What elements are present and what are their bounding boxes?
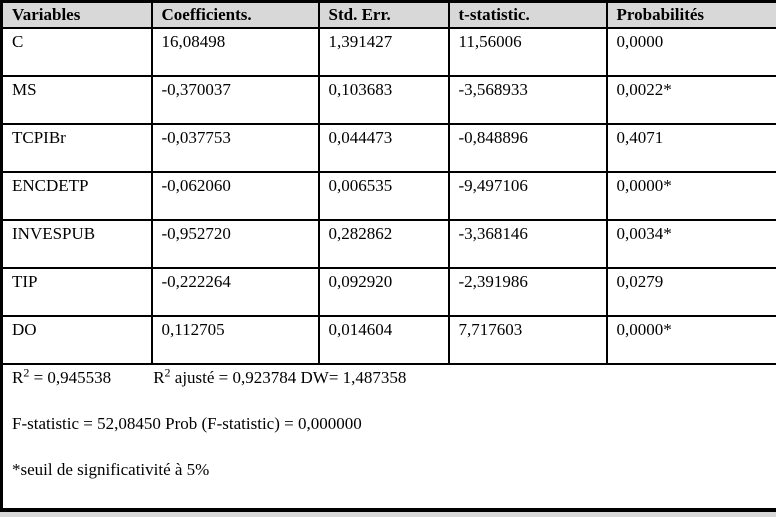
table-row-tip: TIP -0,222264 0,092920 -2,391986 0,0279 (0, 266, 776, 317)
cell-std-err: 1,391427 (317, 26, 450, 77)
cell-variable: MS (0, 74, 153, 125)
cell-t-statistic: -2,391986 (447, 266, 608, 317)
cell-variable: TIP (0, 266, 153, 317)
r-squared-line: R2 = 0,945538 R2 ajusté = 0,923784 DW= 1,… (12, 364, 772, 388)
cell-t-statistic: -9,497106 (447, 170, 608, 221)
cell-variable: ENCDETP (0, 170, 153, 221)
cell-std-err: 0,282862 (317, 218, 450, 269)
cell-t-statistic: -0,848896 (447, 122, 608, 173)
summary-cell: R2 = 0,945538 R2 ajusté = 0,923784 DW= 1,… (0, 362, 776, 511)
cell-probability: 0,4071 (605, 122, 776, 173)
cell-coefficient: 0,112705 (150, 314, 320, 365)
r-squared-adjusted-value: ajusté = 0,923784 DW= 1,487358 (170, 367, 407, 387)
cell-std-err: 0,103683 (317, 74, 450, 125)
cell-probability: 0,0000* (605, 170, 776, 221)
cell-coefficient: 16,08498 (150, 26, 320, 77)
cell-coefficient: -0,222264 (150, 266, 320, 317)
cell-variable: TCPIBr (0, 122, 153, 173)
cell-variable: INVESPUB (0, 218, 153, 269)
col-header-variables: Variables (0, 0, 153, 29)
r-squared-adjusted-exponent: 2 (164, 364, 171, 379)
col-header-std-err: Std. Err. (317, 0, 450, 29)
cell-std-err: 0,092920 (317, 266, 450, 317)
cell-coefficient: -0,370037 (150, 74, 320, 125)
cell-probability: 0,0022* (605, 74, 776, 125)
col-header-probabilities: Probabilités (605, 0, 776, 29)
cell-coefficient: -0,062060 (150, 170, 320, 221)
table-row-invespub: INVESPUB -0,952720 0,282862 -3,368146 0,… (0, 218, 776, 269)
table-row-tcpibr: TCPIBr -0,037753 0,044473 -0,848896 0,40… (0, 122, 776, 173)
r-squared-value: = 0,945538 (29, 367, 112, 387)
header-row: Variables Coefficients. Std. Err. t-stat… (0, 0, 776, 29)
cell-probability: 0,0034* (605, 218, 776, 269)
cell-probability: 0,0000* (605, 314, 776, 365)
cell-coefficient: -0,952720 (150, 218, 320, 269)
cell-std-err: 0,006535 (317, 170, 450, 221)
col-header-coefficients: Coefficients. (150, 0, 320, 29)
cell-variable: DO (0, 314, 153, 365)
col-header-t-statistic: t-statistic. (447, 0, 608, 29)
cell-t-statistic: 11,56006 (447, 26, 608, 77)
cutoff-next-row-strip (0, 511, 776, 517)
r-squared-adjusted-label: R (153, 367, 165, 387)
cell-coefficient: -0,037753 (150, 122, 320, 173)
r-squared-label: R (12, 367, 24, 387)
cell-t-statistic: 7,717603 (447, 314, 608, 365)
table-row-c: C 16,08498 1,391427 11,56006 0,0000 (0, 26, 776, 77)
cell-std-err: 0,044473 (317, 122, 450, 173)
table-row-encdetp: ENCDETP -0,062060 0,006535 -9,497106 0,0… (0, 170, 776, 221)
f-statistic-line: F-statistic = 52,08450 Prob (F-statistic… (12, 413, 362, 433)
cell-std-err: 0,014604 (317, 314, 450, 365)
cell-probability: 0,0000 (605, 26, 776, 77)
cell-t-statistic: -3,368146 (447, 218, 608, 269)
cell-t-statistic: -3,568933 (447, 74, 608, 125)
summary-row: R2 = 0,945538 R2 ajusté = 0,923784 DW= 1,… (0, 362, 776, 511)
cell-probability: 0,0279 (605, 266, 776, 317)
cell-variable: C (0, 26, 153, 77)
r-squared-exponent: 2 (23, 364, 30, 379)
table-row-ms: MS -0,370037 0,103683 -3,568933 0,0022* (0, 74, 776, 125)
table-row-do: DO 0,112705 0,014604 7,717603 0,0000* (0, 314, 776, 365)
significance-note: *seuil de significativité à 5% (12, 459, 210, 479)
